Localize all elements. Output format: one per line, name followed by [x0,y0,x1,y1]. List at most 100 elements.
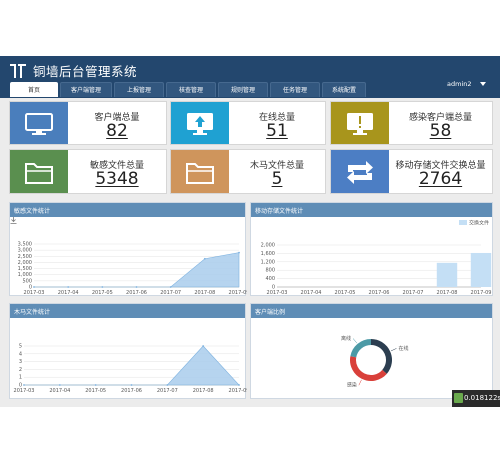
slice-label: 离线 [341,335,351,342]
panel-title: 移动存储文件统计 [255,208,304,215]
y-tick-label: 2 [19,367,22,373]
stat-card-mobile-exchange[interactable]: 移动存储文件交换总量 2764 [330,149,493,194]
y-tick-label: 1,000 [18,272,32,278]
panel-trojan-files: 木马文件统计 0 1 2 3 4 5 2017-03 2017-04 2017-05 2017-0… [9,303,247,399]
stat-icon-block [331,102,389,144]
panel-title: 客户端比例 [255,309,286,316]
stat-label: 木马文件总量 [249,161,304,171]
stat-value[interactable]: 82 [106,121,128,141]
stat-value[interactable]: 51 [266,121,288,141]
stat-icon-block [10,150,68,193]
stat-card-infected[interactable]: 感染客户端总量 58 [330,101,493,145]
y-tick-label: 1,200 [261,259,275,265]
pie-slice [350,356,387,381]
x-tick-label: 2017-04 [58,290,79,296]
stat-card-online[interactable]: 在线总量 51 [170,101,326,145]
x-tick-label: 2017-05 [335,290,356,296]
legend-label: 交换文件 [469,220,489,227]
bar [436,262,458,287]
monitor-upload-icon [187,113,213,135]
panel-header: 移动存储文件统计 [251,203,492,217]
chevron-down-icon[interactable] [480,82,486,86]
exchange-icon [347,161,373,184]
x-tick-label: 2017-03 [24,290,45,296]
x-tick-label: 2017-08 [193,388,214,394]
stat-icon-block [331,150,389,193]
folder-warning-icon [186,163,214,184]
slice-leader-line [358,379,362,386]
y-tick-label: 4 [19,351,22,357]
stat-label: 在线总量 [258,113,295,123]
data-point [94,384,97,386]
stat-label: 客户端总量 [94,113,140,123]
pie-slice [350,339,372,358]
x-tick-label: 2017-09 [471,290,492,296]
slice-label: 感染 [347,382,357,389]
tab-rule-management[interactable]: 规则管理 [218,82,268,97]
trojan-files-chart: 0 1 2 3 45 2017-03 2017-04 2017-05 2017-06 2017-0… [14,344,247,395]
app-title: 铜墙后台管理系统 [33,64,138,79]
y-tick-label: 500 [22,278,32,284]
data-point [33,286,35,288]
stat-icon-block [10,102,68,144]
stat-card-sensitive-files[interactable]: 敏感文件总量 5348 [9,149,167,194]
timer-text: 0.018122s [464,394,500,402]
data-point [238,251,240,254]
data-point [135,286,138,288]
stat-value[interactable]: 5 [271,169,283,189]
leaf-icon [454,393,463,403]
panel-title: 木马文件统计 [14,309,51,316]
tab-check-management[interactable]: 核查管理 [166,82,216,97]
data-point [101,286,104,288]
download-icon[interactable] [10,217,17,224]
panel-client-ratio: 客户端比例 离线 在线 感染 [250,303,493,399]
x-tick-label: 2017-06 [121,388,142,394]
panel-mobile-storage: 移动存储文件统计 0 400 800 1,200 1,600 2,000 2017-03 20… [250,202,493,296]
y-tick-label: 0 [272,285,275,291]
y-tick-label: 1 [19,375,22,381]
x-tick-label: 2017-05 [85,388,106,394]
data-point [166,384,169,386]
data-point [23,384,25,386]
y-tick-label: 0 [29,285,32,291]
y-tick-label: 5 [19,344,22,350]
data-point [203,257,206,260]
monitor-alert-icon [347,113,373,135]
x-tick-label: 2017-03 [267,290,288,296]
y-tick-label: 2,000 [261,243,275,249]
x-tick-label: 2017-04 [49,388,70,394]
x-tick-label: 2017-08 [437,290,458,296]
stat-value[interactable]: 2764 [418,169,463,189]
tab-client-management[interactable]: 客户端管理 [60,82,112,97]
render-timer: 0.018122s [452,390,500,407]
y-tick-label: 2,000 [18,260,32,266]
stat-card-trojan-files[interactable]: 木马文件总量 5 [170,149,326,194]
x-tick-label: 2017-06 [369,290,390,296]
pie-slice [370,339,392,374]
panel-header: 敏感文件统计 [10,203,245,217]
logo-icon [10,64,26,78]
y-tick-label: 3,500 [18,242,32,248]
x-tick-label: 2017-04 [301,290,322,296]
stat-label: 敏感文件总量 [89,161,144,171]
tab-report-management[interactable]: 上报管理 [114,82,164,97]
stat-icon-block [171,150,229,193]
tab-task-management[interactable]: 任务管理 [270,82,320,97]
stat-value[interactable]: 5348 [95,169,139,189]
y-tick-label: 0 [19,383,22,389]
tab-home[interactable]: 首页 [10,82,58,97]
area-series [34,252,240,288]
x-tick-label: 2017-07 [157,388,178,394]
panel-sensitive-files: 敏感文件统计 0 500 1,000 1,500 2,000 2,500 3,000 3,50… [9,202,247,297]
stat-card-clients[interactable]: 客户端总量 82 [9,101,167,145]
legend-swatch [459,220,467,225]
tab-system-config[interactable]: 系统配置 [322,82,366,97]
monitor-icon [25,113,53,135]
stat-label: 感染客户端总量 [408,113,472,123]
y-tick-label: 3 [19,359,22,365]
stat-value[interactable]: 58 [429,121,452,141]
y-tick-label: 3,000 [18,248,32,254]
user-menu[interactable]: admin2 [447,80,472,88]
